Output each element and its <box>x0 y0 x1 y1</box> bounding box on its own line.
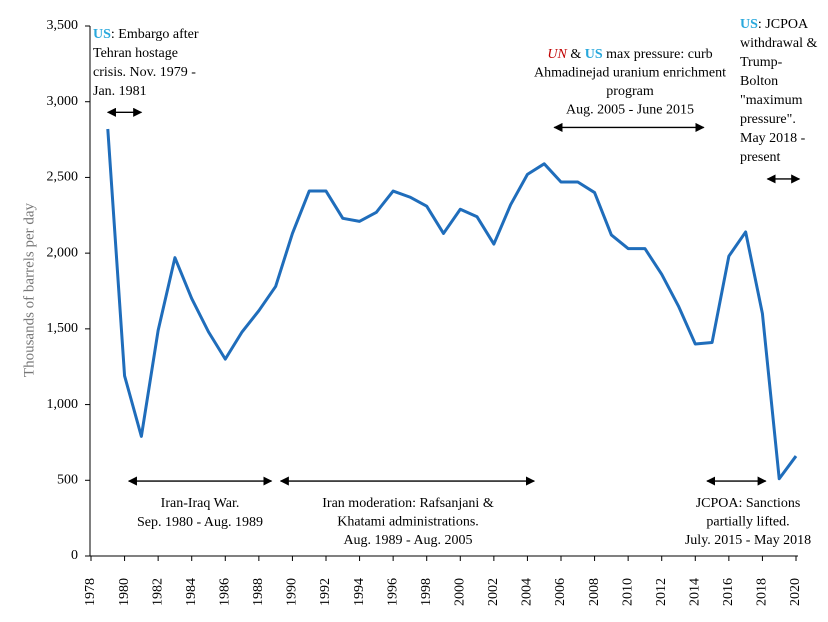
x-tick-label: 1996 <box>385 578 400 606</box>
annotation-line: Trump- <box>740 55 783 70</box>
annotation-line: crisis. Nov. 1979 - <box>93 65 196 80</box>
annotation-text: Bolton <box>740 74 778 89</box>
x-tick-label: 1986 <box>218 578 233 606</box>
annotation-text: Aug. 1989 - Aug. 2005 <box>343 533 472 548</box>
annotation-text: program <box>606 84 654 99</box>
annotation-line: UN & US max pressure: curb <box>547 47 712 62</box>
annotation-text: Ahmadinejad uranium enrichment <box>534 66 726 81</box>
data-line <box>106 128 798 481</box>
annotation-text: May 2018 - <box>740 131 806 146</box>
annotation-line: US: Embargo after <box>93 27 199 42</box>
annotation-line: "maximum <box>740 93 803 108</box>
y-tick-label: 2,500 <box>47 170 79 185</box>
annotation-line: May 2018 - <box>740 131 806 146</box>
annotation-text: US <box>585 47 603 62</box>
annotation-line: Ahmadinejad uranium enrichment <box>534 66 726 81</box>
annotation-line: Tehran hostage <box>93 46 178 61</box>
x-tick-label: 2014 <box>688 578 703 606</box>
annotation-text: crisis. Nov. 1979 - <box>93 65 196 80</box>
annotation-text: US <box>740 17 758 32</box>
x-tick-label: 1984 <box>184 578 199 606</box>
annotation-text: : JCPOA <box>758 17 809 32</box>
x-tick-label: 2002 <box>486 578 501 606</box>
annotation-line: Jan. 1981 <box>93 84 147 99</box>
x-tick-label: 1980 <box>117 578 132 606</box>
annotation-line: Aug. 1989 - Aug. 2005 <box>343 533 472 548</box>
x-tick-label: 1982 <box>150 578 165 606</box>
x-tick-label: 2000 <box>453 578 468 606</box>
annotation-text: max pressure: curb <box>603 47 713 62</box>
annotation-text: Tehran hostage <box>93 46 178 61</box>
annotation-line: Khatami administrations. <box>337 515 479 530</box>
annotation-line: JCPOA: Sanctions <box>696 496 801 511</box>
annotation-text: Aug. 2005 - June 2015 <box>566 103 694 118</box>
x-tick-label: 2020 <box>788 578 803 606</box>
annotation-line: Iran moderation: Rafsanjani & <box>322 496 494 511</box>
x-tick-label: 2006 <box>553 578 568 606</box>
annotation-line: withdrawal & <box>740 36 817 51</box>
annotation-text: July. 2015 - May 2018 <box>685 533 811 548</box>
y-tick-label: 1,500 <box>47 321 79 336</box>
y-axis-label: Thousands of barrels per day <box>21 202 37 377</box>
y-tick-label: 3,500 <box>47 18 79 33</box>
annotation-line: Sep. 1980 - Aug. 1989 <box>137 515 263 530</box>
annotation-text: "maximum <box>740 93 803 108</box>
y-tick-label: 3,000 <box>47 94 79 109</box>
annotation-line: Bolton <box>740 74 778 89</box>
x-tick-label: 1990 <box>285 578 300 606</box>
annotation-text: Iran moderation: Rafsanjani & <box>322 496 494 511</box>
annotation-line: Aug. 2005 - June 2015 <box>566 103 694 118</box>
x-tick-label: 1978 <box>83 578 98 606</box>
x-tick-label: 1998 <box>419 578 434 606</box>
y-tick-label: 0 <box>71 548 78 563</box>
x-tick-label: 1992 <box>318 578 333 606</box>
x-tick-label: 2018 <box>755 578 770 606</box>
x-tick-label: 2004 <box>520 578 535 606</box>
annotation-text: partially lifted. <box>706 515 789 530</box>
y-tick-label: 500 <box>57 473 78 488</box>
annotation-text: Iran-Iraq War. <box>161 496 240 511</box>
y-tick-label: 2,000 <box>47 245 79 260</box>
x-tick-label: 2010 <box>620 578 635 606</box>
annotation-text: Sep. 1980 - Aug. 1989 <box>137 515 263 530</box>
annotation-line: US: JCPOA <box>740 17 809 32</box>
annotation-line: partially lifted. <box>706 515 789 530</box>
x-tick-label: 2016 <box>721 578 736 606</box>
annotation-line: program <box>606 84 654 99</box>
annotation-line: pressure". <box>740 112 796 127</box>
annotation-text: pressure". <box>740 112 796 127</box>
annotation-line: present <box>740 150 781 165</box>
x-tick-label: 1994 <box>352 578 367 606</box>
x-tick-label: 1988 <box>251 578 266 606</box>
annotation-text: Jan. 1981 <box>93 84 147 99</box>
y-tick-label: 1,000 <box>47 397 79 412</box>
annotation-text: Trump- <box>740 55 783 70</box>
annotation-text: US <box>93 27 111 42</box>
annotation-text: : Embargo after <box>111 27 199 42</box>
annotation-text: Khatami administrations. <box>337 515 479 530</box>
annotation-text: & <box>567 47 585 62</box>
x-tick-label: 2012 <box>654 578 669 606</box>
annotation-text: JCPOA: Sanctions <box>696 496 801 511</box>
annotation-text: withdrawal & <box>740 36 817 51</box>
annotation-text: UN <box>547 47 567 62</box>
annotation-line: Iran-Iraq War. <box>161 496 240 511</box>
x-tick-label: 2008 <box>587 578 602 606</box>
annotation-line: July. 2015 - May 2018 <box>685 533 811 548</box>
annotation-text: present <box>740 150 781 165</box>
